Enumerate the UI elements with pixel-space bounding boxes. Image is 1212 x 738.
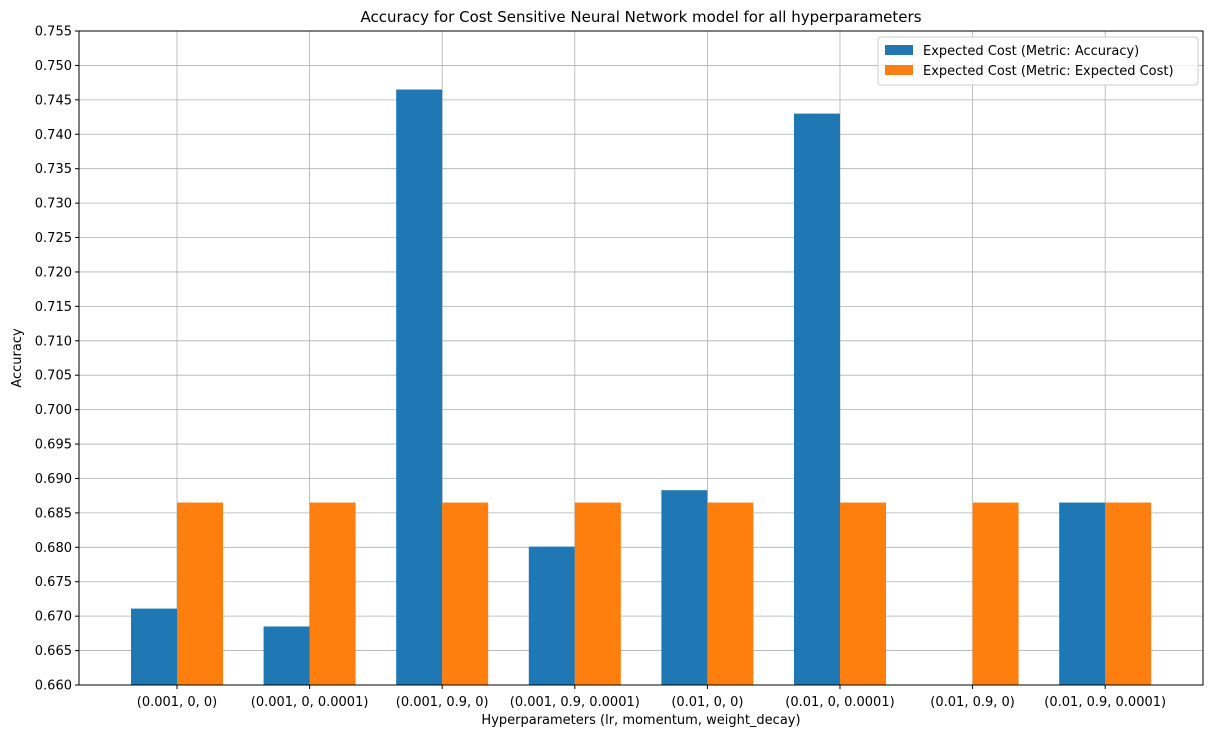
y-axis-title: Accuracy: [10, 328, 25, 388]
bar-series-1: [396, 89, 443, 685]
y-tick-label: 0.750: [35, 59, 72, 74]
legend-swatch: [885, 45, 913, 55]
y-tick-label: 0.685: [35, 506, 72, 521]
x-axis: (0.001, 0, 0) (0.001, 0, 0.0001) (0.001, 0…: [137, 685, 1166, 710]
y-tick-label: 0.720: [35, 265, 72, 280]
chart-title: Accuracy for Cost Sensitive Neural Netwo…: [360, 8, 921, 26]
y-tick-label: 0.665: [35, 644, 72, 659]
bar-series-2: [972, 502, 1019, 685]
y-tick-label: 0.690: [35, 472, 72, 487]
bar-series-1: [263, 626, 310, 685]
bar-series-1: [661, 490, 708, 685]
bar-series-2: [177, 502, 223, 685]
x-tick-label: (0.001, 0.9, 0): [396, 695, 489, 710]
y-tick-label: 0.705: [35, 369, 72, 384]
y-tick-label: 0.715: [35, 300, 72, 315]
x-tick-label: (0.001, 0, 0): [137, 695, 217, 710]
bar-series-1: [528, 546, 575, 685]
bars: [131, 89, 1152, 685]
legend-label: Expected Cost (Metric: Accuracy): [923, 44, 1139, 59]
plot-frame: [78, 30, 1204, 686]
legend: Expected Cost (Metric: Accuracy) Expected…: [877, 36, 1199, 86]
grid: [79, 30, 1203, 686]
bar-series-2: [1105, 502, 1152, 685]
bar-series-2: [309, 502, 356, 685]
x-tick-label: (0.01, 0, 0): [671, 695, 743, 710]
y-tick-label: 0.670: [35, 610, 72, 625]
y-tick-label: 0.700: [35, 403, 72, 418]
legend-label: Expected Cost (Metric: Expected Cost): [923, 64, 1174, 79]
y-tick-label: 0.675: [35, 575, 72, 590]
y-tick-label: 0.755: [35, 25, 72, 40]
bar-series-2: [574, 502, 621, 685]
bar-series-2: [707, 502, 754, 685]
y-tick-label: 0.725: [35, 231, 72, 246]
y-tick-label: 0.660: [35, 679, 72, 694]
y-tick-label: 0.740: [35, 128, 72, 143]
bar-series-2: [840, 502, 886, 685]
bar-series-1: [1059, 502, 1106, 685]
bar-series-2: [442, 502, 489, 685]
x-tick-label: (0.01, 0, 0.0001): [785, 695, 894, 710]
y-tick-label: 0.680: [35, 541, 72, 556]
y-tick-label: 0.710: [35, 334, 72, 349]
x-tick-label: (0.01, 0.9, 0.0001): [1044, 695, 1166, 710]
x-tick-label: (0.001, 0, 0.0001): [251, 695, 369, 710]
x-tick-label: (0.001, 0.9, 0.0001): [510, 695, 640, 710]
x-axis-title: Hyperparameters (lr, momentum, weight_de…: [481, 713, 800, 728]
y-tick-label: 0.695: [35, 438, 72, 453]
bar-series-1: [794, 113, 840, 685]
legend-box: [877, 36, 1199, 86]
bar-series-1: [131, 608, 177, 685]
y-tick-label: 0.735: [35, 162, 72, 177]
legend-swatch: [885, 65, 913, 75]
x-tick-label: (0.01, 0.9, 0): [930, 695, 1015, 710]
y-tick-label: 0.730: [35, 197, 72, 212]
y-tick-label: 0.745: [35, 93, 72, 108]
y-axis: 0.660 0.665 0.670 0.675 0.680 0.685 0.690 0.695…: [35, 25, 79, 694]
